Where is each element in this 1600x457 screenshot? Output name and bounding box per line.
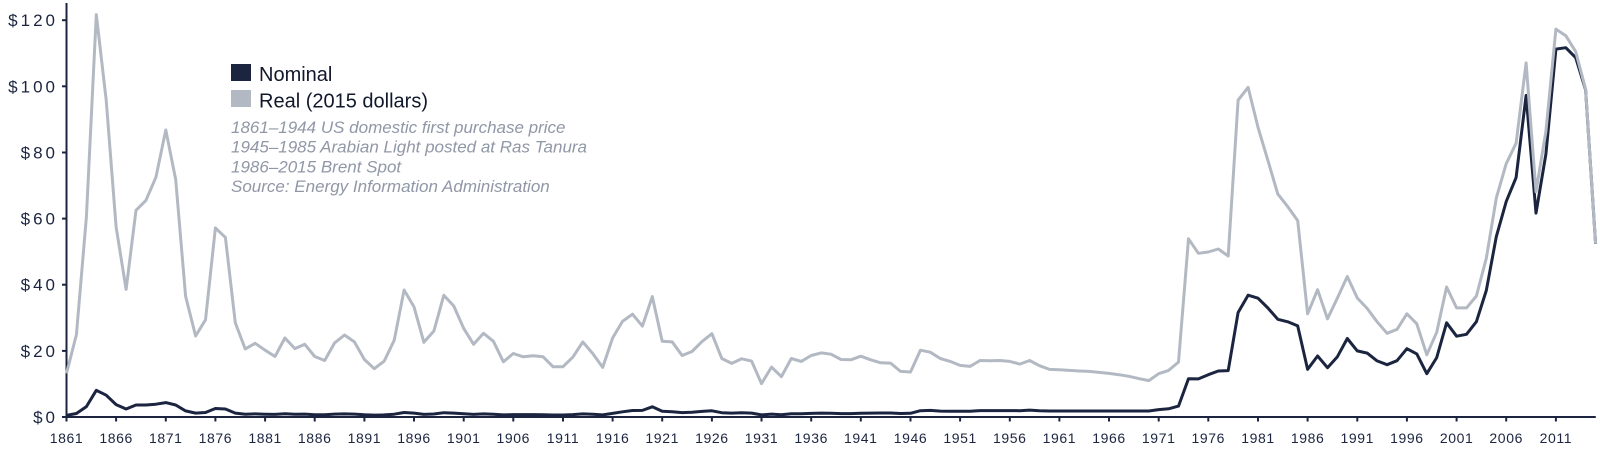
svg-text:1911: 1911: [547, 430, 580, 446]
svg-text:1946: 1946: [894, 430, 928, 446]
svg-text:1876: 1876: [199, 430, 233, 446]
svg-text:1966: 1966: [1092, 430, 1126, 446]
svg-text:$0: $0: [33, 408, 58, 427]
svg-text:1956: 1956: [993, 430, 1027, 446]
svg-text:1891: 1891: [348, 430, 382, 446]
svg-text:$60: $60: [21, 210, 58, 229]
svg-text:$20: $20: [21, 342, 58, 361]
svg-text:1861: 1861: [50, 430, 84, 446]
svg-text:1866: 1866: [99, 430, 133, 446]
svg-text:1896: 1896: [397, 430, 431, 446]
svg-text:1931: 1931: [745, 430, 779, 446]
svg-text:1901: 1901: [447, 430, 481, 446]
svg-text:1916: 1916: [596, 430, 630, 446]
svg-text:$100: $100: [8, 77, 58, 96]
svg-text:1871: 1871: [149, 430, 183, 446]
svg-text:1936: 1936: [794, 430, 828, 446]
svg-text:$80: $80: [21, 144, 58, 163]
svg-text:1861–1944 US domestic first pu: 1861–1944 US domestic first purchase pri…: [231, 118, 566, 137]
svg-text:Nominal: Nominal: [259, 64, 332, 86]
svg-text:1976: 1976: [1192, 430, 1226, 446]
svg-text:1906: 1906: [497, 430, 531, 446]
svg-text:1986–2015 Brent Spot: 1986–2015 Brent Spot: [231, 158, 402, 177]
svg-text:Source: Energy Information Adm: Source: Energy Information Administratio…: [231, 177, 550, 196]
svg-text:1941: 1941: [844, 430, 878, 446]
svg-text:$40: $40: [21, 276, 58, 295]
svg-text:1951: 1951: [943, 430, 977, 446]
svg-text:2011: 2011: [1540, 430, 1573, 446]
svg-text:1991: 1991: [1341, 430, 1375, 446]
svg-text:1921: 1921: [645, 430, 679, 446]
svg-text:2001: 2001: [1440, 430, 1474, 446]
svg-text:1886: 1886: [298, 430, 332, 446]
svg-text:$120: $120: [8, 11, 58, 30]
svg-text:1996: 1996: [1390, 430, 1424, 446]
svg-text:1981: 1981: [1241, 430, 1275, 446]
svg-text:2006: 2006: [1489, 430, 1523, 446]
svg-text:Real (2015 dollars): Real (2015 dollars): [259, 91, 428, 113]
svg-text:1945–1985 Arabian Light posted: 1945–1985 Arabian Light posted at Ras Ta…: [231, 138, 587, 157]
svg-text:1986: 1986: [1291, 430, 1325, 446]
svg-text:1961: 1961: [1043, 430, 1077, 446]
svg-text:1881: 1881: [248, 430, 282, 446]
svg-text:1926: 1926: [695, 430, 729, 446]
svg-text:1971: 1971: [1142, 430, 1176, 446]
